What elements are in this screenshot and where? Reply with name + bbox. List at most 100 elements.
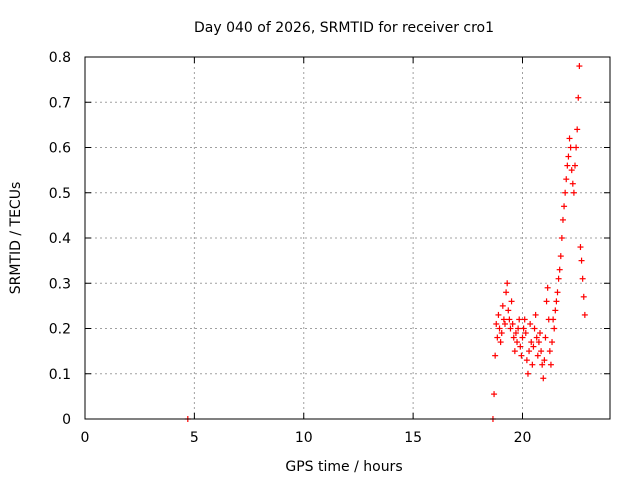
data-point	[572, 162, 578, 169]
x-tick-label: 10	[295, 430, 313, 446]
data-point	[512, 330, 519, 337]
data-point	[509, 320, 516, 327]
data-point	[527, 320, 534, 327]
data-point	[554, 289, 561, 296]
tick-layer: 0 5 10 15 20 0 0.1 0.2 0.3 0.4 0.5 0.6 0.7 0.8	[49, 50, 610, 446]
data-point	[521, 316, 528, 323]
data-point	[544, 284, 551, 291]
x-tick-label: 20	[514, 430, 532, 446]
y-tick-label: 0.6	[49, 141, 71, 157]
data-point	[519, 334, 526, 341]
data-point	[492, 352, 499, 359]
data-point	[497, 339, 504, 346]
data-point	[564, 162, 571, 169]
data-point	[528, 339, 535, 346]
data-point	[559, 216, 566, 223]
data-point	[491, 391, 498, 398]
data-point	[557, 253, 564, 260]
data-point	[567, 144, 574, 151]
y-tick-label: 0.2	[49, 322, 71, 338]
data-point	[529, 361, 536, 368]
data-point	[502, 320, 508, 327]
data-point	[562, 189, 569, 196]
data-point	[574, 126, 581, 133]
data-point	[514, 339, 521, 346]
y-axis-label: SRMTID / TECUs	[8, 182, 24, 295]
data-point	[555, 275, 562, 282]
data-point	[511, 348, 518, 355]
plot-frame	[84, 56, 611, 420]
data-point	[503, 289, 510, 296]
data-point	[495, 311, 502, 318]
data-point	[507, 325, 514, 332]
x-tick-label: 5	[190, 430, 199, 446]
data-point	[530, 343, 537, 350]
data-point	[535, 339, 542, 346]
grid-layer	[85, 57, 610, 419]
data-point	[520, 325, 527, 332]
data-point	[534, 352, 541, 359]
data-point	[506, 316, 513, 323]
data-point	[504, 280, 511, 287]
data-point	[553, 298, 560, 305]
data-point	[518, 352, 525, 359]
y-tick-label: 0.1	[49, 367, 71, 383]
data-point	[493, 320, 500, 327]
data-point	[565, 153, 572, 160]
data-point	[515, 325, 522, 332]
y-tick-label: 0.8	[49, 50, 71, 66]
x-tick-label: 0	[81, 430, 90, 446]
data-point	[556, 266, 563, 273]
data-point	[496, 325, 503, 332]
data-point	[531, 325, 538, 332]
data-point	[499, 302, 506, 309]
data-point	[580, 293, 587, 300]
data-point	[570, 189, 577, 196]
data-point	[541, 357, 548, 364]
data-point	[516, 316, 523, 323]
data-point	[540, 375, 547, 382]
data-point	[539, 361, 546, 368]
data-point	[569, 180, 576, 187]
data-point	[510, 334, 517, 341]
data-point	[576, 63, 583, 70]
data-point	[549, 339, 556, 346]
data-point	[543, 298, 550, 305]
data-point	[575, 94, 582, 101]
data-point	[500, 316, 507, 323]
data-point	[546, 348, 553, 355]
data-point	[552, 307, 559, 314]
data-point	[561, 203, 568, 210]
x-axis-label: GPS time / hours	[285, 459, 402, 475]
data-point	[550, 316, 557, 323]
data-point	[532, 311, 539, 318]
y-tick-label: 0.4	[49, 231, 71, 247]
data-point	[533, 334, 540, 341]
data-point	[524, 370, 531, 377]
data-point	[523, 357, 530, 364]
data-point	[577, 244, 584, 251]
data-point	[568, 167, 575, 174]
data-point	[522, 330, 529, 337]
data-point	[578, 257, 585, 264]
data-point	[563, 176, 570, 183]
data-point	[573, 144, 580, 151]
data-points	[184, 63, 588, 422]
y-tick-label: 0	[62, 412, 71, 428]
data-point	[505, 307, 512, 314]
data-point	[538, 348, 545, 355]
data-point	[558, 235, 565, 241]
data-point	[498, 330, 505, 337]
chart-title: Day 040 of 2026, SRMTID for receiver cro…	[194, 20, 494, 36]
y-tick-label: 0.7	[49, 95, 71, 111]
y-tick-label: 0.5	[49, 186, 71, 202]
data-point	[508, 298, 515, 305]
y-tick-label: 0.3	[49, 276, 71, 292]
data-point	[551, 325, 558, 332]
data-point	[566, 135, 573, 142]
data-point	[579, 275, 586, 282]
x-tick-label: 15	[404, 430, 422, 446]
data-point	[526, 348, 533, 355]
data-point	[542, 334, 549, 341]
